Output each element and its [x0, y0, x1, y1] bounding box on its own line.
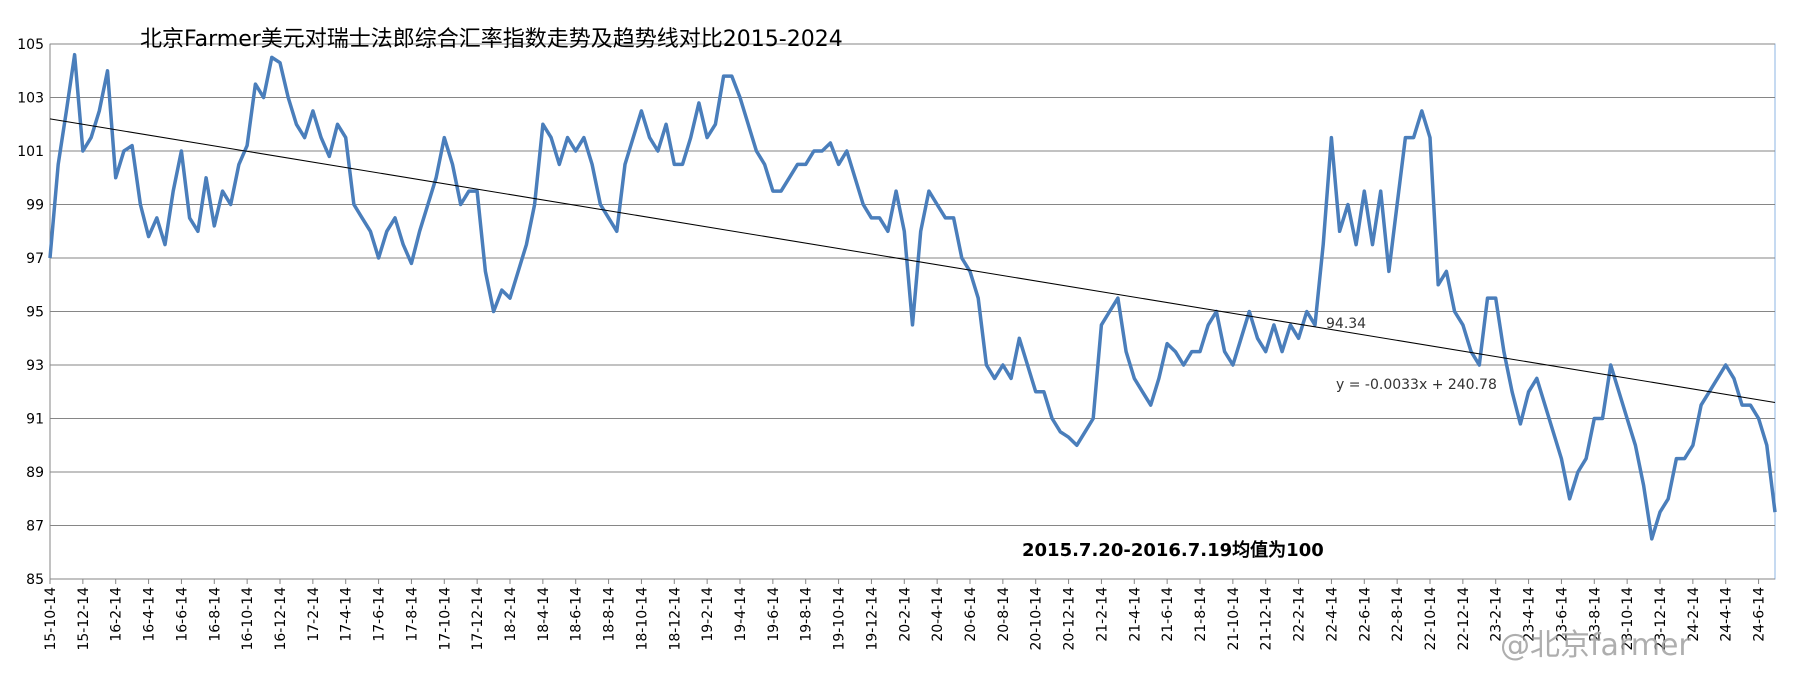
x-tick-label: 15-10-14: [43, 587, 59, 651]
x-tick-label: 15-12-14: [76, 587, 92, 651]
chart-title: 北京Farmer美元对瑞士法郎综合汇率指数走势及趋势线对比2015-2024: [140, 27, 843, 52]
y-tick-label: 85: [26, 572, 44, 588]
x-tick-label: 23-8-14: [1587, 587, 1603, 642]
y-tick-label: 89: [26, 465, 44, 481]
x-tick-label: 17-4-14: [339, 587, 355, 642]
y-tick-label: 95: [26, 305, 44, 321]
x-tick-label: 22-6-14: [1357, 587, 1373, 642]
x-tick-label: 19-2-14: [700, 587, 716, 642]
x-tick-label: 23-10-14: [1620, 587, 1636, 651]
x-tick-label: 16-12-14: [273, 587, 289, 651]
x-tick-label: 22-8-14: [1390, 587, 1406, 642]
y-tick-label: 105: [17, 37, 44, 53]
x-tick-label: 17-6-14: [372, 587, 388, 642]
x-tick-label: 23-6-14: [1554, 587, 1570, 642]
data-label: 94.34: [1326, 316, 1366, 332]
x-tick-label: 21-12-14: [1259, 587, 1275, 651]
x-tick-label: 19-8-14: [799, 587, 815, 642]
x-tick-label: 22-10-14: [1423, 587, 1439, 651]
x-tick-label: 18-2-14: [503, 587, 519, 642]
x-tick-label: 23-2-14: [1489, 587, 1505, 642]
x-tick-label: 23-4-14: [1522, 587, 1538, 642]
y-tick-label: 91: [26, 412, 44, 428]
x-tick-label: 19-6-14: [766, 587, 782, 642]
x-tick-label: 16-4-14: [142, 587, 158, 642]
x-tick-label: 17-10-14: [437, 587, 453, 651]
x-tick-label: 21-10-14: [1226, 587, 1242, 651]
x-tick-label: 21-2-14: [1094, 587, 1110, 642]
x-tick-label: 16-10-14: [240, 587, 256, 651]
x-tick-label: 24-6-14: [1752, 587, 1768, 642]
x-tick-label: 16-6-14: [174, 587, 190, 642]
y-tick-label: 101: [17, 144, 44, 160]
x-tick-label: 16-8-14: [207, 587, 223, 642]
x-tick-label: 17-12-14: [470, 587, 486, 651]
x-tick-label: 19-10-14: [832, 587, 848, 651]
x-tick-label: 24-2-14: [1686, 587, 1702, 642]
y-tick-label: 103: [17, 91, 44, 107]
x-tick-label: 20-8-14: [996, 587, 1012, 642]
x-tick-label: 22-4-14: [1324, 587, 1340, 642]
y-tick-label: 99: [26, 198, 44, 214]
x-tick-label: 22-12-14: [1456, 587, 1472, 651]
x-tick-label: 18-12-14: [667, 587, 683, 651]
y-tick-label: 87: [26, 519, 44, 535]
x-tick-label: 19-4-14: [733, 587, 749, 642]
x-tick-label: 18-4-14: [536, 587, 552, 642]
x-tick-label: 18-10-14: [634, 587, 650, 651]
trend-equation: y = -0.0033x + 240.78: [1336, 377, 1497, 393]
x-tick-label: 20-4-14: [930, 587, 946, 642]
x-tick-label: 17-2-14: [306, 587, 322, 642]
x-tick-label: 24-4-14: [1719, 587, 1735, 642]
x-tick-label: 19-12-14: [864, 587, 880, 651]
trend-line: [49, 118, 1776, 403]
x-tick-label: 17-8-14: [404, 587, 420, 642]
x-tick-label: 21-4-14: [1127, 587, 1143, 642]
x-tick-label: 20-2-14: [897, 587, 913, 642]
x-tick-label: 20-10-14: [1029, 587, 1045, 651]
note: 2015.7.20-2016.7.19均值为100: [1022, 539, 1324, 561]
x-tick-label: 22-2-14: [1292, 587, 1308, 642]
x-tick-label: 20-6-14: [963, 587, 979, 642]
x-tick-label: 18-6-14: [569, 587, 585, 642]
y-tick-label: 93: [26, 358, 44, 374]
x-tick-label: 18-8-14: [602, 587, 618, 642]
data-line: [48, 52, 1777, 541]
x-tick-label: 21-6-14: [1160, 587, 1176, 642]
watermark: @北京farmer: [1500, 628, 1691, 663]
x-tick-label: 21-8-14: [1193, 587, 1209, 642]
x-tick-label: 23-12-14: [1653, 587, 1669, 651]
x-tick-label: 20-12-14: [1062, 587, 1078, 651]
x-tick-label: 16-2-14: [109, 587, 125, 642]
y-tick-label: 97: [26, 251, 44, 267]
